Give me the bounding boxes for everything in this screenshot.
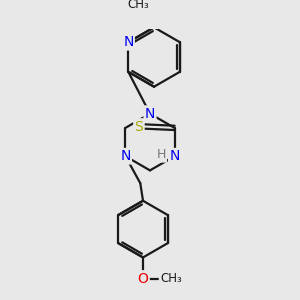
Text: N: N — [169, 149, 180, 163]
Text: N: N — [123, 35, 134, 49]
Text: O: O — [138, 272, 148, 286]
Text: CH₃: CH₃ — [127, 0, 149, 11]
Text: CH₃: CH₃ — [160, 272, 182, 285]
Text: N: N — [145, 107, 155, 121]
Text: N: N — [120, 149, 130, 163]
Text: H: H — [156, 148, 166, 161]
Text: S: S — [134, 119, 143, 134]
